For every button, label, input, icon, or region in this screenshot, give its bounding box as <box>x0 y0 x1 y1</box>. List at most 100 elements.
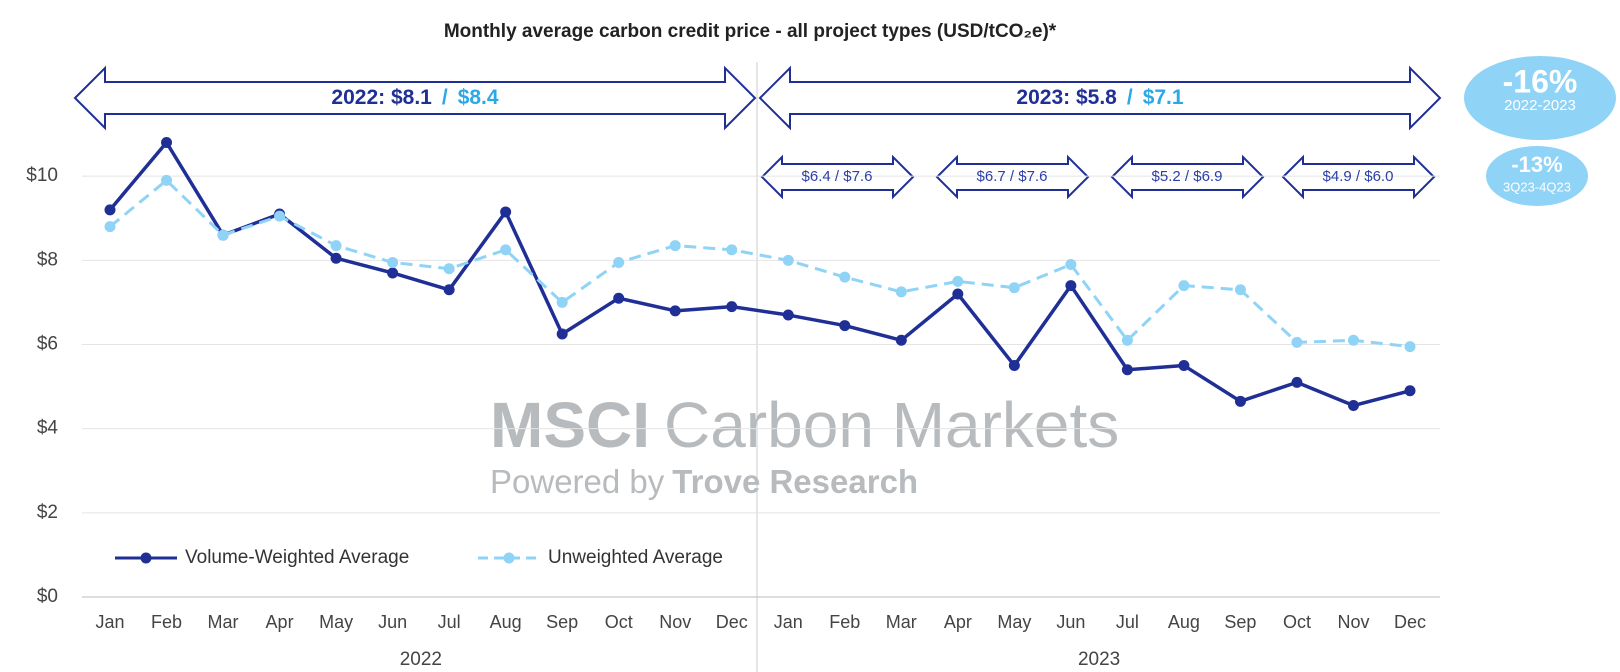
year-label: 2022 <box>400 649 442 670</box>
chart-title: Monthly average carbon credit price - al… <box>444 21 1057 42</box>
data-point <box>1291 336 1303 348</box>
y-tick-label: $10 <box>26 165 58 186</box>
y-tick-label: $8 <box>37 249 58 270</box>
quarter-arrow <box>1110 154 1265 200</box>
data-point <box>782 309 794 321</box>
data-point <box>952 288 964 300</box>
data-point <box>1347 334 1359 346</box>
period-vw: 2022: $8.1 <box>331 86 432 109</box>
x-tick-label: Apr <box>266 612 294 632</box>
x-tick-label: Jan <box>95 612 124 632</box>
badge-value: -13% <box>1511 152 1562 177</box>
period-label: 2023: $5.8 / $7.1 <box>1016 86 1183 109</box>
x-tick-label: Aug <box>490 612 522 632</box>
data-point <box>1347 400 1359 412</box>
quarter-arrow <box>935 154 1090 200</box>
x-tick-label: Jul <box>438 612 461 632</box>
period-uw: $8.4 <box>458 86 499 109</box>
y-tick-label: $0 <box>37 586 58 607</box>
data-point <box>104 204 116 216</box>
data-point <box>1121 364 1133 376</box>
data-point <box>1065 259 1077 271</box>
badge <box>1486 146 1588 206</box>
y-tick-label: $4 <box>37 418 59 439</box>
x-tick-label: Jun <box>1056 612 1085 632</box>
data-point <box>782 254 794 266</box>
data-point <box>839 271 851 283</box>
x-tick-label: Feb <box>829 612 860 632</box>
data-point <box>387 267 399 279</box>
quarter-label: $4.9 / $6.0 <box>1323 168 1394 185</box>
legend-label: Unweighted Average <box>548 547 723 568</box>
data-point <box>1234 284 1246 296</box>
year-label: 2023 <box>1078 649 1120 670</box>
data-point <box>104 221 116 233</box>
x-tick-label: Feb <box>151 612 182 632</box>
x-tick-label: May <box>997 612 1031 632</box>
data-point <box>217 229 229 241</box>
watermark-sub-bold: Trove Research <box>672 463 918 500</box>
data-point <box>500 244 512 256</box>
data-point <box>1291 376 1303 388</box>
badge <box>1464 56 1616 140</box>
x-tick-label: Jun <box>378 612 407 632</box>
data-point <box>330 252 342 264</box>
data-point <box>161 137 173 148</box>
legend-dot <box>140 552 152 564</box>
quarter-arrows <box>760 154 1436 200</box>
data-point <box>669 240 681 252</box>
period-label: 2022: $8.1 / $8.4 <box>331 86 498 109</box>
x-tick-label: Mar <box>208 612 239 632</box>
y-tick-label: $6 <box>37 334 58 355</box>
data-point <box>443 263 455 275</box>
data-point <box>895 286 907 298</box>
data-point <box>556 328 568 340</box>
x-tick-label: Sep <box>546 612 578 632</box>
x-tick-label: Dec <box>1394 612 1426 632</box>
watermark: MSCI Carbon Markets <box>490 389 1119 461</box>
x-tick-label: Jul <box>1116 612 1139 632</box>
period-uw: $7.1 <box>1143 86 1184 109</box>
x-tick-label: Dec <box>716 612 748 632</box>
watermark-sub: Powered by Trove Research <box>490 463 918 500</box>
data-point <box>613 292 625 304</box>
data-point <box>1008 360 1020 372</box>
series-line <box>109 178 1411 349</box>
data-point <box>839 320 851 332</box>
data-point <box>387 256 399 268</box>
watermark-sub-regular: Powered by <box>490 463 665 500</box>
data-point <box>1178 280 1190 292</box>
data-point <box>1121 334 1133 346</box>
data-point <box>443 284 455 296</box>
data-point <box>500 206 512 218</box>
y-tick-label: $2 <box>37 502 58 523</box>
x-tick-label: Oct <box>605 612 633 632</box>
data-point <box>669 305 681 317</box>
data-point <box>952 275 964 287</box>
badge-label: 2022-2023 <box>1504 97 1576 114</box>
data-point <box>161 174 173 186</box>
period-vw: 2023: $5.8 <box>1016 86 1117 109</box>
series-line <box>108 140 1411 408</box>
data-point <box>1008 282 1020 294</box>
x-tick-label: Nov <box>1337 612 1369 632</box>
quarter-arrow <box>1281 154 1436 200</box>
data-point <box>726 301 738 313</box>
legend-dot <box>503 552 515 564</box>
data-point <box>556 296 568 308</box>
period-sep: / <box>1127 86 1133 109</box>
data-point <box>1404 385 1416 397</box>
x-tick-label: Apr <box>944 612 972 632</box>
quarter-arrow <box>760 154 915 200</box>
watermark-regular: Carbon Markets <box>664 389 1119 461</box>
data-point <box>1234 395 1246 407</box>
x-tick-label: May <box>319 612 353 632</box>
data-point <box>330 240 342 252</box>
period-sep: / <box>442 86 448 109</box>
data-point <box>613 256 625 268</box>
x-tick-label: Mar <box>886 612 917 632</box>
period-arrow <box>758 65 1442 131</box>
x-tick-label: Nov <box>659 612 691 632</box>
quarter-label: $5.2 / $6.9 <box>1152 168 1223 185</box>
data-point <box>1065 280 1077 292</box>
